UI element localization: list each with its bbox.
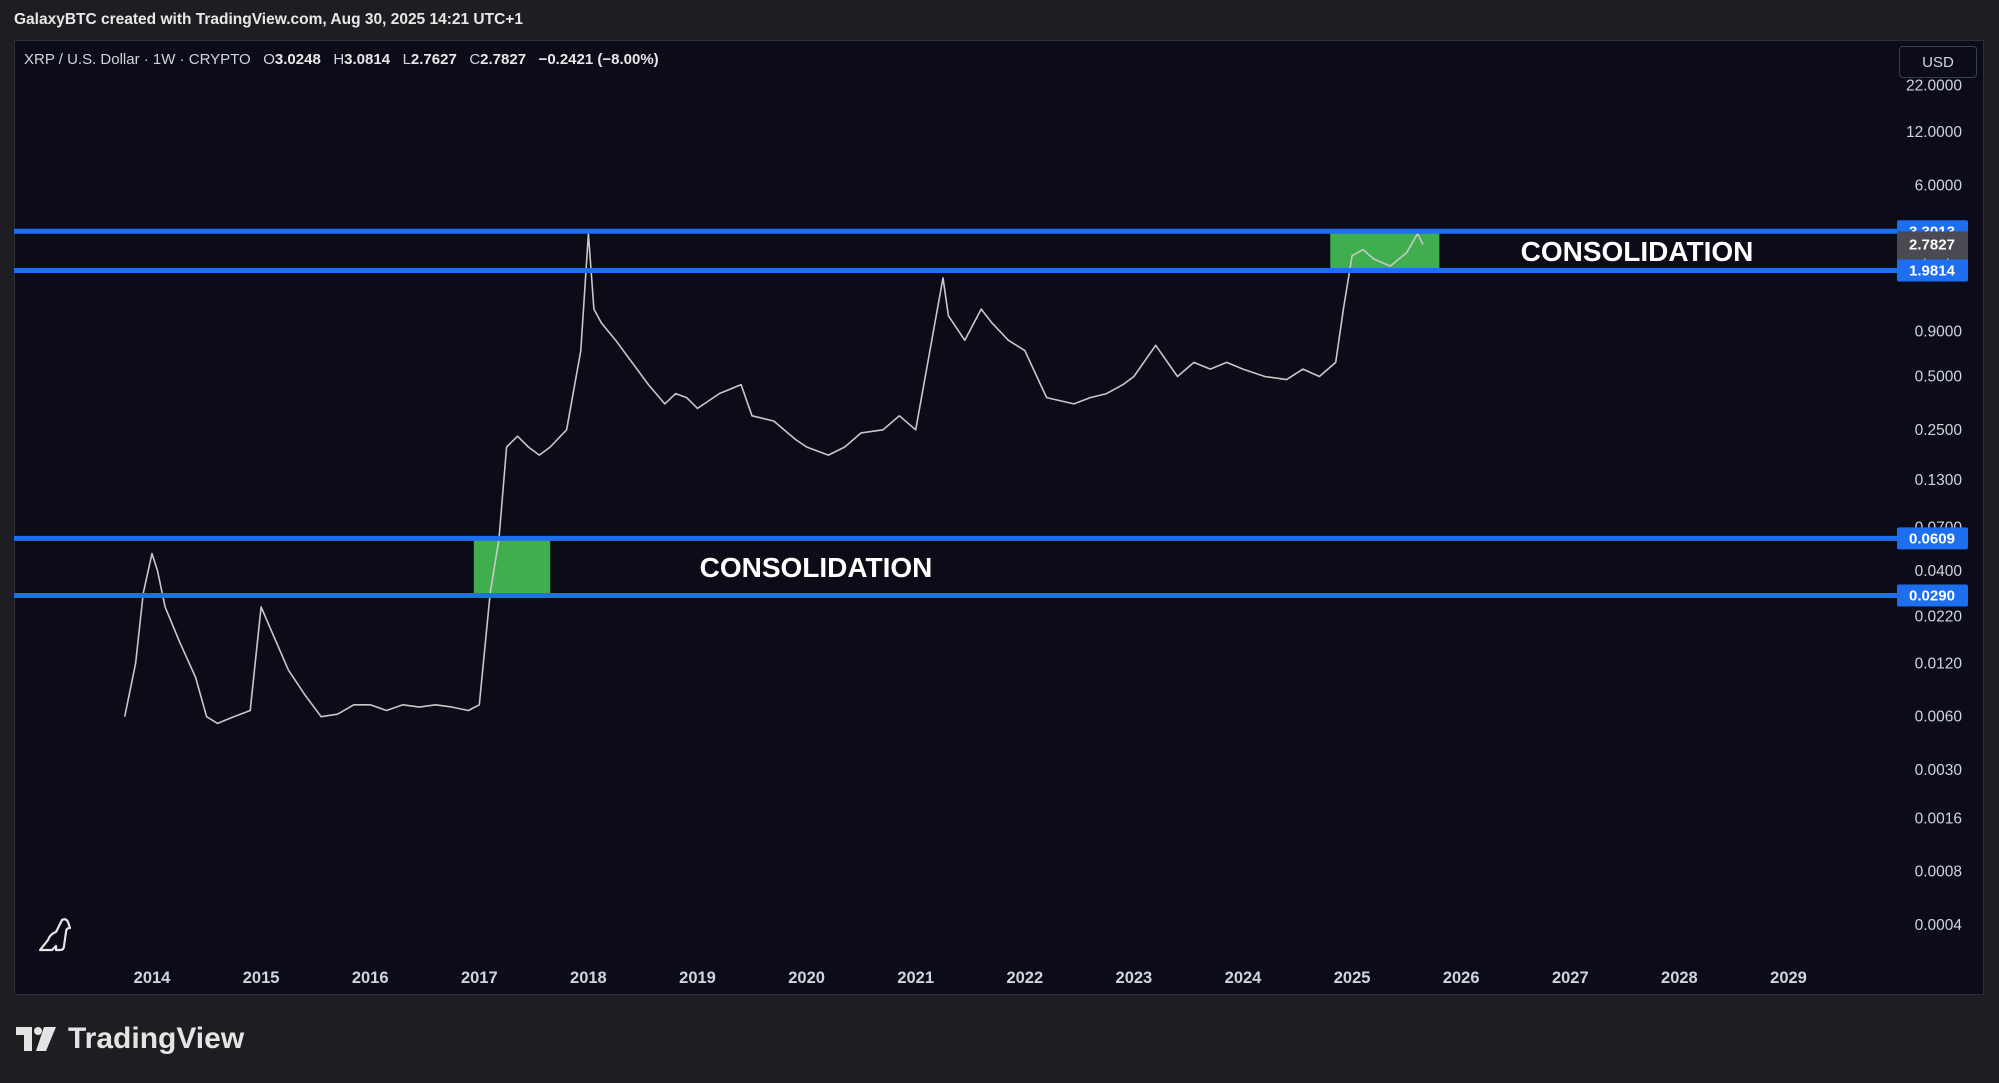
level-price-badge: [1897, 584, 1968, 607]
consolidation-box-1: [1330, 231, 1440, 271]
y-tick-label: 0.9000: [1915, 323, 1963, 340]
x-tick-label: 2017: [461, 969, 498, 987]
x-tick-label: 2015: [243, 969, 280, 987]
currency-button[interactable]: USD: [1899, 46, 1977, 78]
y-tick-label: 0.0004: [1915, 917, 1963, 934]
high-label: H: [333, 51, 345, 68]
y-tick-label: 0.5000: [1915, 368, 1963, 385]
consolidation-box-2: [473, 538, 551, 596]
x-tick-label: 2023: [1116, 969, 1153, 987]
low-label: L: [402, 51, 411, 68]
consolidation-label-2: CONSOLIDATION: [700, 552, 933, 583]
x-tick-label: 2020: [788, 969, 825, 987]
footer: [0, 996, 1999, 1083]
y-tick-label: 0.1300: [1915, 472, 1963, 489]
x-tick-label: 2018: [570, 969, 607, 987]
x-tick-label: 2028: [1661, 969, 1698, 987]
symbol-name[interactable]: XRP / U.S. Dollar · 1W · CRYPTO: [24, 51, 251, 68]
x-tick-label: 2014: [134, 969, 172, 987]
x-tick-label: 2025: [1334, 969, 1371, 987]
level-price-label: 1.9814: [1909, 263, 1956, 280]
current-price-label: 2.7827: [1909, 236, 1955, 253]
x-tick-label: 2026: [1443, 969, 1480, 987]
y-tick-label: 0.0008: [1915, 864, 1962, 881]
tradingview-logo[interactable]: TradingView: [16, 1022, 244, 1056]
chart-panel[interactable]: [14, 40, 1984, 995]
tradingview-brand: TradingView: [68, 1022, 245, 1055]
y-tick-label: 12.0000: [1906, 124, 1962, 141]
y-tick-label: 0.0030: [1915, 762, 1963, 779]
price-series-line: [123, 232, 1424, 725]
dino-icon[interactable]: [36, 916, 76, 961]
y-tick-label: 22.0000: [1906, 77, 1962, 94]
y-tick-label: 0.0016: [1915, 810, 1962, 827]
x-tick-label: 2029: [1770, 969, 1807, 987]
y-tick-label: 6.0000: [1915, 177, 1963, 194]
x-tick-label: 2021: [897, 969, 934, 987]
y-tick-label: 0.0120: [1915, 655, 1963, 672]
x-tick-label: 2016: [352, 969, 389, 987]
x-tick-label: 2019: [679, 969, 716, 987]
change-value: −0.2421 (−8.00%): [538, 51, 659, 68]
tradingview-logo-icon: [16, 1027, 56, 1051]
level-price-badge: [1897, 527, 1968, 550]
y-tick-label: 0.2500: [1915, 422, 1963, 439]
y-tick-label: 0.0400: [1915, 563, 1963, 580]
high-value: 3.0814: [344, 51, 391, 68]
x-tick-label: 2022: [1006, 969, 1043, 987]
x-tick-label: 2027: [1552, 969, 1589, 987]
low-value: 2.7627: [410, 51, 457, 68]
open-value: 3.0248: [274, 51, 321, 68]
close-value: 2.7827: [480, 51, 527, 68]
level-price-badge: [1897, 259, 1968, 282]
consolidation-label-1: CONSOLIDATION: [1521, 236, 1754, 267]
y-tick-label: 0.0220: [1915, 609, 1963, 626]
symbol-legend: XRP / U.S. Dollar · 1W · CRYPTO O3.0248 …: [24, 51, 659, 68]
open-label: O: [263, 51, 275, 68]
level-price-label: 0.0290: [1909, 587, 1955, 604]
x-tick-label: 2024: [1225, 969, 1263, 987]
top-bar: GalaxyBTC created with TradingView.com, …: [0, 0, 1999, 40]
y-tick-label: 0.0060: [1915, 709, 1963, 726]
chart-credit: GalaxyBTC created with TradingView.com, …: [14, 11, 523, 28]
close-label: C: [469, 51, 481, 68]
level-price-label: 0.0609: [1909, 530, 1955, 547]
